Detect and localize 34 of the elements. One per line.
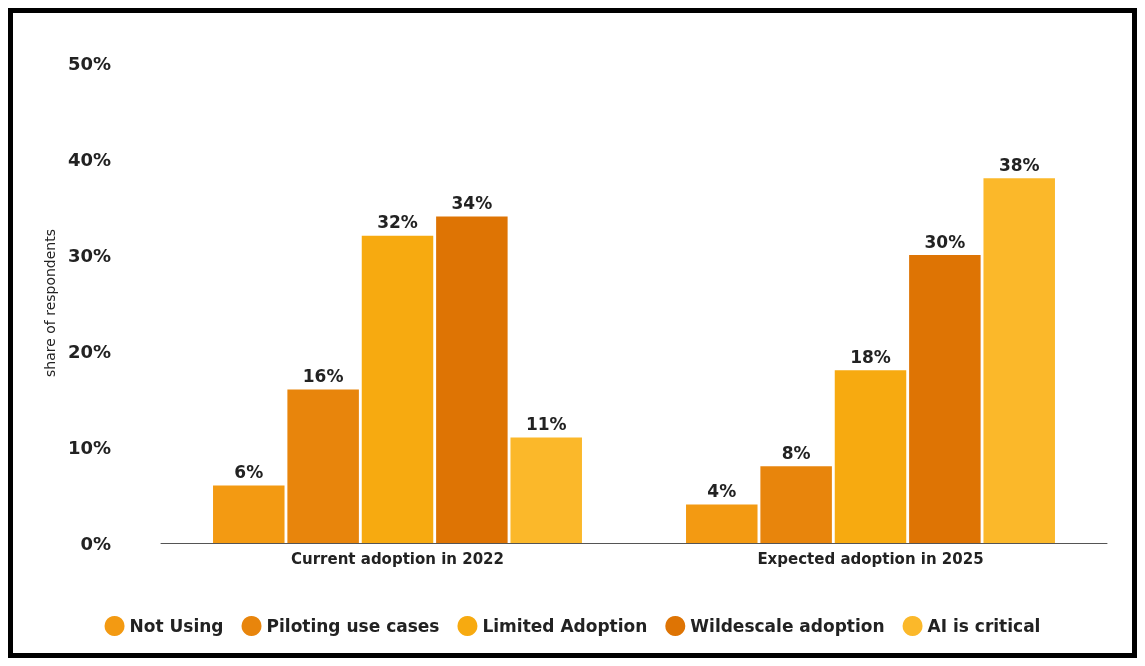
data-label: 30% <box>924 231 966 252</box>
bar <box>361 235 434 543</box>
data-label: 38% <box>998 154 1040 175</box>
y-tick-label: 20% <box>67 340 111 362</box>
bar <box>287 389 359 543</box>
data-label: 11% <box>525 413 567 434</box>
bar <box>760 466 832 543</box>
x-tick-label: Expected adoption in 2025 <box>757 549 984 568</box>
legend-label: Limited Adoption <box>482 616 648 636</box>
y-tick-label: 40% <box>67 148 111 170</box>
data-label: 4% <box>707 481 737 502</box>
data-label: 34% <box>451 193 493 214</box>
y-tick-label: 10% <box>67 436 111 458</box>
data-label: 6% <box>234 461 264 482</box>
data-label: 16% <box>302 365 344 386</box>
x-tick-label: Current adoption in 2022 <box>291 549 504 568</box>
y-axis-title: share of respondents <box>42 228 59 378</box>
bar <box>834 370 907 543</box>
legend-label: Piloting use cases <box>266 616 440 636</box>
bar <box>213 485 285 543</box>
bar <box>983 178 1055 543</box>
data-label: 8% <box>781 442 811 463</box>
legend-label: Wildescale adoption <box>690 616 885 636</box>
legend-label: AI is critical <box>927 616 1041 636</box>
legend-label: Not Using <box>129 616 224 636</box>
data-label: 18% <box>850 346 891 367</box>
y-tick-label: 0% <box>80 532 111 554</box>
bar <box>909 255 981 543</box>
data-label: 32% <box>377 212 418 233</box>
y-tick-label: 50% <box>67 52 111 74</box>
bar <box>436 216 508 543</box>
y-tick-label: 30% <box>67 244 111 266</box>
bar <box>510 437 582 543</box>
bar <box>686 504 758 543</box>
